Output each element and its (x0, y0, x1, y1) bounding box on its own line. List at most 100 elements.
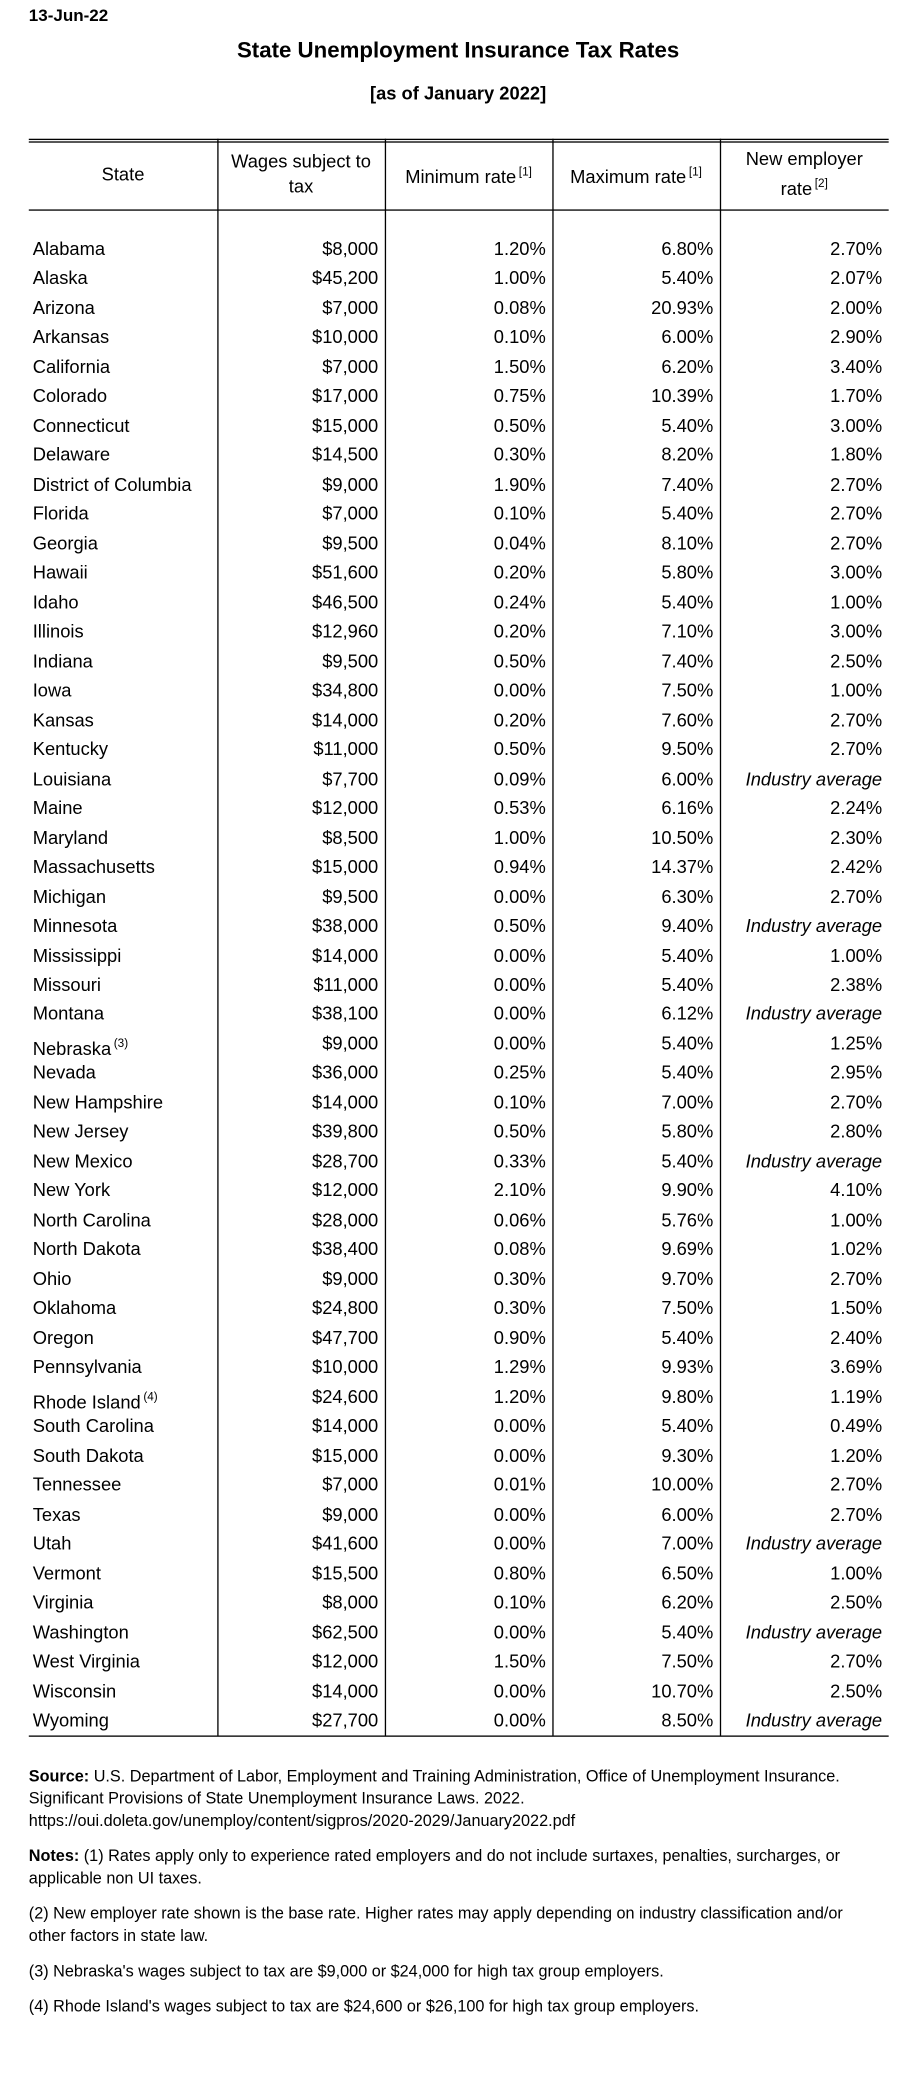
header-text-wrap: New employer rate [2] (720, 147, 889, 202)
cell-text: 3.40% (830, 355, 883, 377)
state-cell: Idaho (33, 587, 211, 616)
value-cell: 3.00% (724, 617, 882, 646)
value-cell: Industry average (724, 911, 883, 940)
cell-text: 0.53% (493, 797, 546, 819)
value-cell: 0.10% (389, 323, 546, 352)
value-cell: 2.42% (724, 852, 882, 881)
value-cell: 6.80% (556, 234, 713, 263)
value-cell: 14.37% (556, 852, 713, 881)
state-name: Alabama (32, 238, 106, 260)
state-cell: Kansas (33, 705, 211, 734)
value-cell: 0.00% (389, 970, 546, 999)
state-name: Montana (32, 1003, 105, 1025)
state-name: Vermont (32, 1562, 101, 1584)
value-cell: 5.40% (556, 1617, 713, 1646)
state-name: Tennessee (32, 1473, 122, 1495)
state-name: Massachusetts (32, 856, 155, 877)
cell-text: $38,000 (312, 914, 379, 936)
value-cell: 0.00% (389, 940, 546, 969)
state-name: Arizona (32, 297, 95, 318)
value-cell: $12,000 (221, 1647, 378, 1676)
value-cell: 0.00% (389, 999, 546, 1028)
value-cell: 2.70% (724, 705, 882, 734)
note-text: (1) Rates apply only to experience rated… (28, 1846, 841, 1888)
cell-text: Industry average (745, 1709, 883, 1731)
value-cell: 1.50% (389, 352, 546, 381)
cell-text: 5.40% (661, 973, 714, 995)
cell-text: 2.70% (830, 708, 883, 730)
value-cell: 1.02% (724, 1235, 882, 1264)
cell-text: $14,000 (312, 1091, 379, 1113)
state-cell: South Dakota (33, 1441, 211, 1470)
cell-text: 1.29% (493, 1356, 546, 1378)
cell-text: 0.20% (493, 561, 546, 583)
value-cell: 6.30% (556, 882, 713, 911)
cell-text: 6.16% (661, 797, 714, 819)
cell-text: 2.90% (830, 326, 883, 348)
value-cell: 2.95% (724, 1058, 882, 1087)
value-cell: $10,000 (221, 323, 378, 352)
value-cell: 0.01% (389, 1470, 546, 1499)
cell-text: 2.07% (830, 267, 883, 289)
value-cell: $8,000 (221, 234, 378, 263)
value-cell: 5.76% (556, 1205, 713, 1234)
subtitle: [as of January 2022] (369, 82, 547, 104)
cell-text: 6.00% (661, 767, 714, 789)
state-cell: New Jersey (33, 1117, 211, 1146)
cell-text: 5.40% (661, 414, 714, 436)
state-cell: Colorado (33, 381, 211, 410)
cell-text: 0.08% (493, 297, 546, 318)
cell-text: Industry average (745, 914, 883, 936)
value-cell: 10.00% (556, 1470, 713, 1499)
state-name: Delaware (32, 444, 111, 466)
value-cell: 2.70% (724, 1647, 882, 1676)
state-name: North Carolina (32, 1209, 151, 1231)
cell-text: 6.80% (661, 238, 714, 260)
state-cell: Indiana (33, 646, 211, 675)
cell-text: 5.40% (661, 944, 714, 966)
cell-text: 0.24% (493, 591, 546, 613)
value-cell: 1.25% (724, 1029, 882, 1058)
cell-text: $9,000 (322, 1267, 379, 1289)
state-cell: Georgia (33, 528, 211, 557)
value-cell: 1.20% (724, 1441, 882, 1470)
header-rule (28, 209, 889, 211)
state-name: Arkansas (32, 326, 110, 348)
value-cell: $14,000 (221, 1411, 378, 1440)
state-name: Minnesota (32, 914, 118, 936)
value-cell: $38,000 (221, 911, 378, 940)
value-cell: 2.00% (724, 293, 882, 322)
value-cell: 0.00% (389, 1676, 546, 1705)
value-cell: 0.00% (389, 1499, 546, 1528)
state-name: Utah (32, 1532, 72, 1554)
state-cell: North Carolina (33, 1205, 211, 1234)
cell-text: 2.42% (830, 856, 883, 877)
value-cell: $45,200 (221, 264, 378, 293)
cell-text: $39,800 (312, 1120, 379, 1142)
cell-text: $24,600 (312, 1385, 379, 1407)
value-cell: 0.50% (389, 411, 546, 440)
value-cell: $9,000 (221, 1029, 378, 1058)
value-cell: $9,000 (221, 1499, 378, 1528)
cell-text: 0.00% (493, 1679, 546, 1701)
value-cell: 1.00% (724, 676, 882, 705)
cell-text: $9,500 (322, 532, 379, 554)
state-name: Oklahoma (32, 1297, 117, 1319)
value-cell: 5.40% (556, 1411, 713, 1440)
value-cell: 2.70% (724, 528, 882, 557)
value-cell: 1.00% (724, 940, 882, 969)
cell-text: $28,000 (312, 1209, 379, 1231)
state-cell: Michigan (33, 882, 211, 911)
value-cell: 0.94% (389, 852, 546, 881)
value-cell: 0.80% (389, 1558, 546, 1587)
state-name: Nebraska (32, 1037, 112, 1059)
value-cell: 5.40% (556, 970, 713, 999)
value-cell: 2.38% (724, 970, 882, 999)
cell-text: 0.90% (493, 1326, 546, 1348)
value-cell: $62,500 (221, 1617, 378, 1646)
cell-text: 0.00% (493, 973, 546, 995)
cell-text: $10,000 (312, 326, 379, 348)
cell-text: 2.70% (830, 1473, 883, 1495)
cell-text: $36,000 (312, 1062, 379, 1083)
value-cell: 0.06% (389, 1205, 546, 1234)
